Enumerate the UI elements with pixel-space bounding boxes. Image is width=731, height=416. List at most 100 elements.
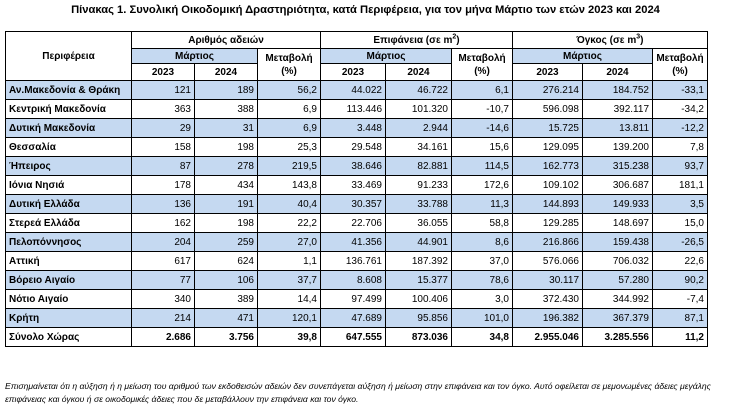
header-row-groups: Περιφέρεια Αριθμός αδειών Επιφάνεια (σε …	[5, 31, 708, 81]
area-change-cell: 37,0	[451, 251, 513, 271]
volume-2024-cell: 344.992	[582, 289, 653, 309]
permits-2024-cell: 259	[194, 232, 258, 252]
region-cell: Κρήτη	[5, 308, 132, 328]
area-2024-cell: 15.377	[385, 270, 452, 290]
area-2023-cell: 8.608	[320, 270, 386, 290]
volume-2024-cell: 315.238	[582, 156, 653, 176]
region-cell: Θεσσαλία	[5, 137, 132, 157]
area-change-cell: 8,6	[451, 232, 513, 252]
permits-change-cell: 143,8	[257, 175, 321, 195]
area-2023-cell: 647.555	[320, 327, 386, 347]
area-2023-cell: 3.448	[320, 118, 386, 138]
permits-2023-cell: 340	[131, 289, 195, 309]
area-change-cell: 172,6	[451, 175, 513, 195]
permits-change-cell: 25,3	[257, 137, 321, 157]
volume-month-header: Μάρτιος	[512, 48, 653, 64]
table-row: Στερεά Ελλάδα 162 198 22,2 22.706 36.055 58,8 1…	[5, 213, 708, 233]
permits-2024-cell: 106	[194, 270, 258, 290]
volume-2024-cell: 139.200	[582, 137, 653, 157]
volume-2023-cell: 15.725	[512, 118, 583, 138]
area-2023-cell: 47.689	[320, 308, 386, 328]
permits-change-cell: 39,8	[257, 327, 321, 347]
area-2024-cell: 34.161	[385, 137, 452, 157]
area-2024-cell: 44.901	[385, 232, 452, 252]
permits-2023-cell: 178	[131, 175, 195, 195]
volume-2024-cell: 706.032	[582, 251, 653, 271]
volume-change-cell: 3,5	[652, 194, 708, 214]
volume-2023-cell: 576.066	[512, 251, 583, 271]
permits-change-cell: 6,9	[257, 118, 321, 138]
permits-2023-cell: 77	[131, 270, 195, 290]
volume-2024-cell: 159.438	[582, 232, 653, 252]
permits-2023-cell: 136	[131, 194, 195, 214]
region-cell: Δυτική Μακεδονία	[5, 118, 132, 138]
area-2023-cell: 30.357	[320, 194, 386, 214]
permits-2023-cell: 617	[131, 251, 195, 271]
area-change-cell: 15,6	[451, 137, 513, 157]
permits-change-header: Μεταβολή (%)	[257, 48, 321, 81]
permits-2024-cell: 198	[194, 213, 258, 233]
area-change-cell: 78,6	[451, 270, 513, 290]
area-2023-cell: 38.646	[320, 156, 386, 176]
area-2023-cell: 44.022	[320, 80, 386, 100]
region-cell: Αττική	[5, 251, 132, 271]
volume-change-header: Μεταβολή (%)	[652, 48, 708, 81]
area-change-cell: 11,3	[451, 194, 513, 214]
permits-2024-cell: 3.756	[194, 327, 258, 347]
volume-year-2023-header: 2023	[512, 63, 583, 81]
table-row: Κεντρική Μακεδονία 363 388 6,9 113.446 101.32…	[5, 99, 708, 119]
volume-change-cell: -7,4	[652, 289, 708, 309]
permits-year-2024-header: 2024	[194, 63, 258, 81]
table-row: Δυτική Μακεδονία 29 31 6,9 3.448 2.944 -14,6 15…	[5, 118, 708, 138]
volume-2023-cell: 372.430	[512, 289, 583, 309]
area-change-cell: 101,0	[451, 308, 513, 328]
region-cell: Στερεά Ελλάδα	[5, 213, 132, 233]
region-cell: Ιόνια Νησιά	[5, 175, 132, 195]
area-2024-cell: 46.722	[385, 80, 452, 100]
permits-2023-cell: 29	[131, 118, 195, 138]
table-row: Θεσσαλία 158 198 25,3 29.548 34.161 15,6 129.09…	[5, 137, 708, 157]
permits-group-header: Αριθμός αδειών	[131, 31, 321, 49]
permits-2024-cell: 189	[194, 80, 258, 100]
area-2023-cell: 33.469	[320, 175, 386, 195]
table-row: Πελοπόννησος 204 259 27,0 41.356 44.901 8,6 216…	[5, 232, 708, 252]
permits-change-cell: 27,0	[257, 232, 321, 252]
area-2024-cell: 101.320	[385, 99, 452, 119]
region-cell: Νότιο Αιγαίο	[5, 289, 132, 309]
area-change-cell: 3,0	[451, 289, 513, 309]
table-body: Περιφέρεια Αριθμός αδειών Επιφάνεια (σε …	[5, 31, 708, 347]
volume-change-cell: 7,8	[652, 137, 708, 157]
volume-2023-cell: 144.893	[512, 194, 583, 214]
permits-2024-cell: 191	[194, 194, 258, 214]
area-2024-cell: 187.392	[385, 251, 452, 271]
volume-change-cell: 181,1	[652, 175, 708, 195]
permits-2023-cell: 121	[131, 80, 195, 100]
permits-2024-cell: 389	[194, 289, 258, 309]
region-cell: Δυτική Ελλάδα	[5, 194, 132, 214]
area-group-header: Επιφάνεια (σε m2)	[320, 31, 513, 49]
area-2023-cell: 113.446	[320, 99, 386, 119]
permits-2024-cell: 388	[194, 99, 258, 119]
region-column-header: Περιφέρεια	[5, 31, 132, 81]
region-cell: Βόρειο Αιγαίο	[5, 270, 132, 290]
permits-change-cell: 6,9	[257, 99, 321, 119]
volume-2024-cell: 3.285.556	[582, 327, 653, 347]
area-change-cell: 58,8	[451, 213, 513, 233]
volume-2024-cell: 184.752	[582, 80, 653, 100]
volume-2023-cell: 2.955.046	[512, 327, 583, 347]
permits-2023-cell: 158	[131, 137, 195, 157]
permits-month-header: Μάρτιος	[131, 48, 258, 64]
permits-2024-cell: 434	[194, 175, 258, 195]
permits-2024-cell: 278	[194, 156, 258, 176]
volume-2024-cell: 306.687	[582, 175, 653, 195]
volume-change-cell: -12,2	[652, 118, 708, 138]
area-month-header: Μάρτιος	[320, 48, 452, 64]
area-2024-cell: 873.036	[385, 327, 452, 347]
permits-change-cell: 219,5	[257, 156, 321, 176]
permits-2024-cell: 471	[194, 308, 258, 328]
permits-change-cell: 22,2	[257, 213, 321, 233]
area-2023-cell: 97.499	[320, 289, 386, 309]
volume-group-header: Όγκος (σε m3)	[512, 31, 708, 49]
volume-2023-cell: 596.098	[512, 99, 583, 119]
area-2023-cell: 22.706	[320, 213, 386, 233]
